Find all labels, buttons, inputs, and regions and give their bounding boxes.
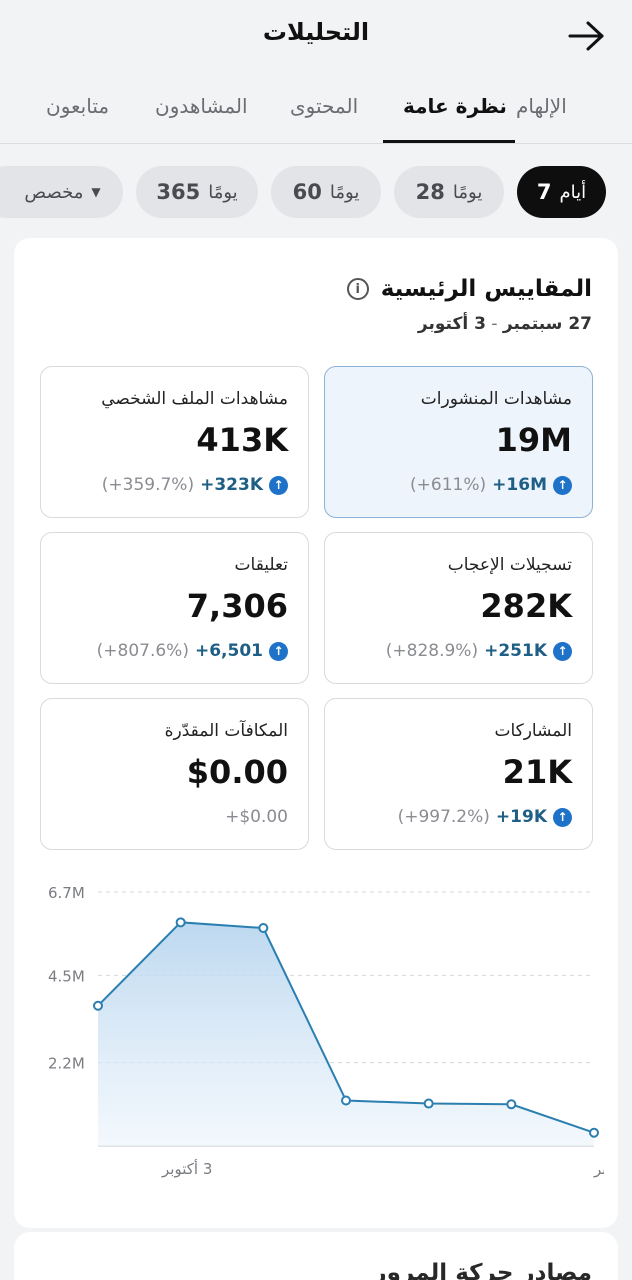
chart-point[interactable] <box>93 1000 103 1011</box>
metric-change-percent: (+611%) <box>410 475 487 495</box>
range-chip-unit: يومًا <box>329 181 360 203</box>
arrow-up-icon: ↑ <box>269 641 288 661</box>
metric-change-absolute: +251K <box>484 641 547 661</box>
chart-x-tick-label: 27 سبتمبر <box>593 1160 604 1178</box>
range-chip-number: 60 <box>292 180 322 204</box>
metric-value: $0.00 <box>186 753 288 791</box>
metric-likes[interactable]: تسجيلات الإعجاب 282K (+828.9%) +251K ↑ <box>324 532 593 684</box>
back-arrow-icon[interactable] <box>566 18 606 54</box>
active-tab-indicator <box>383 140 515 143</box>
tab-content[interactable]: المحتوى <box>290 94 359 118</box>
metric-shares[interactable]: المشاركات 21K (+997.2%) +19K ↑ <box>324 698 593 850</box>
chart-y-tick-label: 6.7M <box>48 884 85 902</box>
date-start: 27 سبتمبر <box>502 314 592 334</box>
metric-label: مشاهدات الملف الشخصي <box>101 389 288 409</box>
metric-comments[interactable]: تعليقات 7,306 (+807.6%) +6,501 ↑ <box>40 532 309 684</box>
metric-change-absolute: +16M <box>492 475 547 495</box>
metric-value: 21K <box>502 753 572 791</box>
arrow-up-icon: ↑ <box>269 475 288 495</box>
date-end: 3 أكتوبر <box>417 314 486 334</box>
range-chip-unit: أيام <box>559 181 587 203</box>
range-chip-custom[interactable]: مخصص ▼ <box>0 166 123 218</box>
metric-change-percent: (+359.7%) <box>101 475 195 495</box>
chart-point[interactable] <box>423 1098 434 1109</box>
app-header: التحليلات <box>0 0 632 72</box>
chart-point[interactable] <box>506 1099 517 1110</box>
range-chip-365-days[interactable]: 365 يومًا <box>136 166 258 218</box>
date-separator: - <box>491 314 498 334</box>
tab-followers[interactable]: متابعون <box>46 94 110 118</box>
metric-change: +$0.00 <box>225 807 288 827</box>
section-title: المقاييس الرئيسية i <box>346 276 592 302</box>
dropdown-caret-icon: ▼ <box>91 185 101 199</box>
metric-change: (+828.9%) +251K ↑ <box>386 641 572 661</box>
metric-post-views[interactable]: مشاهدات المنشورات 19M (+611%) +16M ↑ <box>324 366 593 518</box>
metric-change-percent: (+807.6%) <box>96 641 189 661</box>
metric-change: (+807.6%) +6,501 ↑ <box>97 641 288 661</box>
chart-point[interactable] <box>258 923 269 934</box>
metric-estimated-rewards[interactable]: المكافآت المقدّرة $0.00 +$0.00 <box>40 698 309 850</box>
metric-label: تسجيلات الإعجاب <box>447 555 572 575</box>
chart-y-tick-label: 2.2M <box>48 1055 85 1073</box>
metric-change-absolute: +19K <box>495 807 547 827</box>
metric-change: (+359.7%) +323K ↑ <box>102 475 288 495</box>
arrow-up-icon: ↑ <box>553 641 572 661</box>
chart-point[interactable] <box>589 1127 599 1138</box>
metric-label: المشاركات <box>494 721 572 741</box>
range-chip-unit: يومًا <box>452 181 483 203</box>
key-metrics-card: المقاييس الرئيسية i 27 سبتمبر - 3 أكتوبر… <box>14 238 632 1228</box>
metric-value: 19M <box>495 421 572 459</box>
arrow-up-icon: ↑ <box>553 807 572 827</box>
metric-value: 413K <box>196 421 288 459</box>
chart-y-tick-label: 4.5M <box>48 967 85 985</box>
traffic-sources-card: مصادر حركة المرور <box>14 1232 618 1280</box>
metric-change-percent: (+997.2%) <box>397 807 490 827</box>
chart-area <box>98 922 594 1146</box>
range-chip-7-days[interactable]: 7 أيام <box>517 166 606 218</box>
metric-value: 282K <box>480 587 572 625</box>
traffic-sources-title: مصادر حركة المرور <box>373 1260 592 1280</box>
post-views-chart[interactable]: 6.7M 4.5M 2.2M 27 سبتمبر 3 أكتوبر <box>44 878 632 1178</box>
metric-change-absolute: +$0.00 <box>225 807 288 827</box>
metric-label: تعليقات <box>234 555 288 575</box>
range-chip-unit: يومًا <box>208 181 238 203</box>
arrow-up-icon: ↑ <box>553 475 572 495</box>
info-icon[interactable]: i <box>346 278 369 300</box>
range-chip-number: 365 <box>156 180 201 204</box>
section-title-text: المقاييس الرئيسية <box>380 276 592 302</box>
metric-change: (+997.2%) +19K ↑ <box>398 807 572 827</box>
metric-label: المكافآت المقدّرة <box>164 721 288 741</box>
metric-change-percent: (+828.9%) <box>385 641 479 661</box>
range-chip-number: 28 <box>415 180 445 204</box>
page-title: التحليلات <box>262 18 370 46</box>
range-chip-60-days[interactable]: 60 يومًا <box>271 166 381 218</box>
range-chip-28-days[interactable]: 28 يومًا <box>394 166 504 218</box>
range-chip-label: مخصص <box>24 181 84 203</box>
tab-inspiration[interactable]: الإلهام <box>516 94 567 118</box>
tab-viewers[interactable]: المشاهدون <box>155 94 248 118</box>
metric-value: 7,306 <box>186 587 288 625</box>
analytics-tabs: الإلهام نظرة عامة المحتوى المشاهدون متاب… <box>0 80 632 144</box>
chart-point[interactable] <box>175 917 186 928</box>
metric-change-absolute: +323K <box>200 475 263 495</box>
date-range: 27 سبتمبر - 3 أكتوبر <box>418 314 592 334</box>
metric-change: (+611%) +16M ↑ <box>410 475 572 495</box>
chart-point[interactable] <box>341 1095 351 1106</box>
range-chip-number: 7 <box>536 180 552 204</box>
tab-overview[interactable]: نظرة عامة <box>403 94 507 118</box>
chart-svg: 6.7M 4.5M 2.2M 27 سبتمبر 3 أكتوبر <box>48 884 632 1178</box>
date-range-chips: 7 أيام 28 يومًا 60 يومًا 365 يومًا مخصص … <box>0 166 632 218</box>
metric-label: مشاهدات المنشورات <box>420 389 572 409</box>
metric-profile-views[interactable]: مشاهدات الملف الشخصي 413K (+359.7%) +323… <box>40 366 309 518</box>
chart-x-tick-label: 3 أكتوبر <box>161 1159 212 1178</box>
metric-change-absolute: +6,501 <box>194 641 263 661</box>
